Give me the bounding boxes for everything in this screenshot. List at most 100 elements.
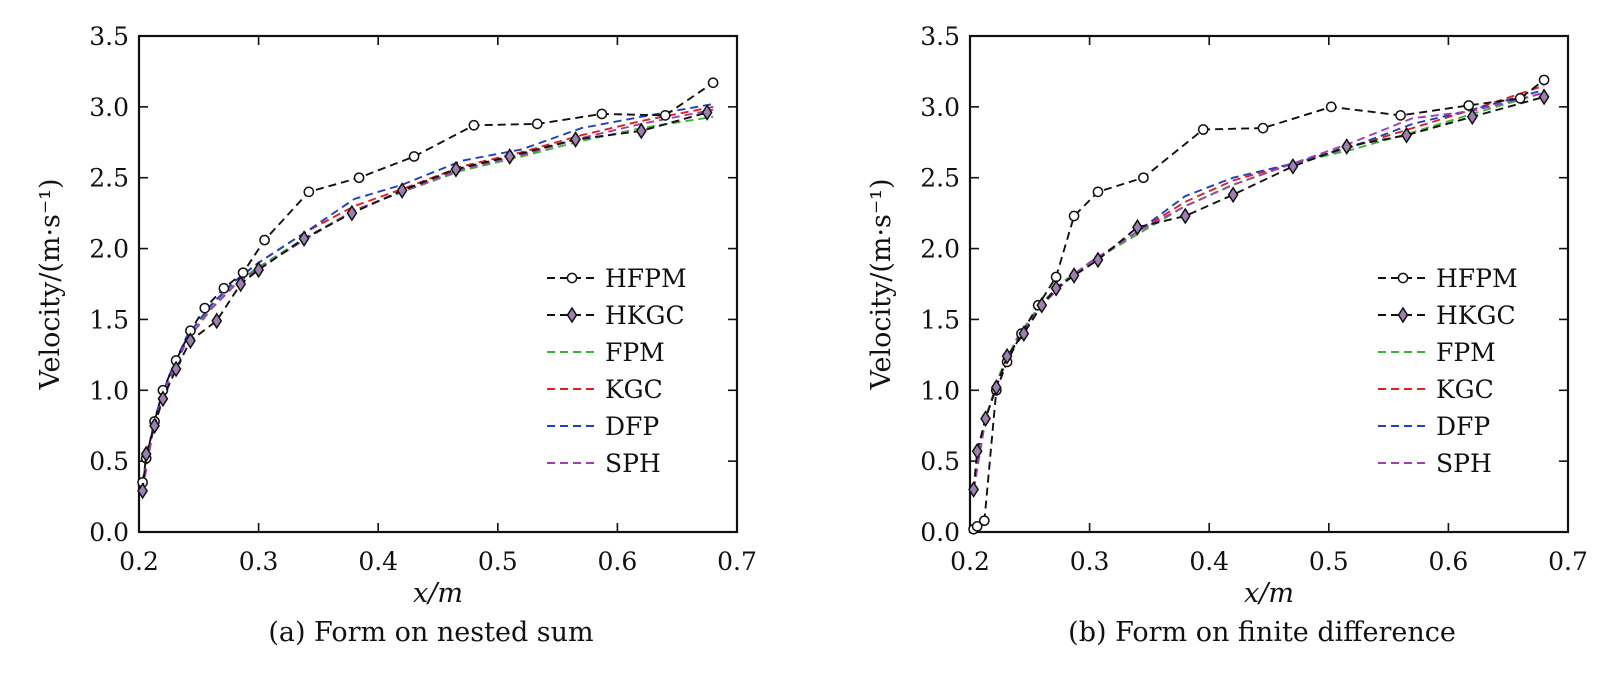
legend-label: FPM <box>1436 338 1496 367</box>
legend-entry-fpm: FPM <box>547 338 665 367</box>
legend-entry-hfpm: HFPM <box>547 264 687 293</box>
data-point-hkgc <box>170 360 182 378</box>
legend-entry-kgc: KGC <box>547 375 663 404</box>
y-tick-label: 3.0 <box>89 93 129 122</box>
data-point-hkgc <box>396 182 408 199</box>
data-point-hkgc <box>1227 186 1239 204</box>
plot-frame <box>137 34 739 534</box>
data-point-hkgc <box>1050 279 1062 297</box>
data-point-hfpm <box>199 302 211 314</box>
legend-label: KGC <box>605 375 663 404</box>
data-point-hkgc <box>1092 251 1104 269</box>
data-point-hkgc <box>1466 108 1478 126</box>
legend-label: DFP <box>605 412 659 441</box>
x-tick-label: 0.2 <box>950 547 990 576</box>
data-point-hkgc <box>140 445 152 463</box>
data-point-hkgc <box>1132 218 1143 236</box>
series-line-hfpm <box>973 79 1545 530</box>
x-tick-label: 0.5 <box>1309 547 1349 576</box>
data-point-hfpm <box>596 108 608 120</box>
series-hkgc <box>968 88 1550 498</box>
x-tick-label: 0.5 <box>478 547 518 576</box>
chart-panel-a: 0.2 0.3 0.4 0.5 0.6 0.7 0.0 0.5 1.0 1.5 2.0 2.5 3.0 3… <box>35 22 757 648</box>
y-tick-label: 2.5 <box>920 164 960 193</box>
y-tick-label: 2.0 <box>920 235 960 264</box>
y-tick-label: 2.0 <box>89 235 129 264</box>
data-point-hfpm <box>707 77 719 89</box>
data-point-hkgc <box>971 442 983 460</box>
legend-label: HKGC <box>605 301 685 330</box>
x-axis-title: x/m <box>1244 578 1294 609</box>
y-tick-label: 3.5 <box>89 22 129 51</box>
data-point-hkgc <box>1401 126 1412 144</box>
y-axis-title: Velocity/(m·s⁻¹) <box>866 178 897 390</box>
data-point-hfpm <box>468 119 480 131</box>
data-point-hkgc <box>298 230 310 248</box>
x-tick-label: 0.6 <box>598 547 638 576</box>
data-point-hfpm <box>979 515 990 527</box>
x-tick-label: 0.6 <box>1429 547 1469 576</box>
x-tick-label: 0.2 <box>119 547 159 576</box>
legend-marker-circle <box>1397 272 1409 284</box>
data-point-hkgc <box>1036 296 1048 314</box>
data-point-hkgc <box>450 160 462 178</box>
y-tick-label: 1.5 <box>920 305 960 334</box>
data-point-hkgc <box>211 312 223 330</box>
y-axis-title: Velocity/(m·s⁻¹) <box>35 178 66 390</box>
data-point-hfpm <box>1138 172 1149 184</box>
data-point-hkgc <box>1001 347 1013 365</box>
data-point-hkgc <box>1287 157 1299 175</box>
legend: HFPM HKGC FPM KGC DFP SPH <box>547 264 687 478</box>
data-point-hkgc <box>990 379 1002 396</box>
x-axis: 0.2 0.3 0.4 0.5 0.6 0.7 <box>950 36 1588 576</box>
data-point-hfpm <box>659 110 671 121</box>
x-tick-label: 0.7 <box>717 547 757 576</box>
data-point-hfpm <box>1514 93 1526 104</box>
series-hkgc <box>137 104 713 500</box>
y-tick-label: 0.0 <box>89 518 129 547</box>
y-tick-label: 3.5 <box>920 22 960 51</box>
legend-label: KGC <box>1436 375 1494 404</box>
legend-entry-dfp: DFP <box>1378 412 1490 441</box>
series-line-hkgc <box>141 111 708 491</box>
data-point-hfpm <box>1463 100 1475 111</box>
x-tick-label: 0.3 <box>239 547 279 576</box>
y-tick-label: 0.5 <box>920 447 960 476</box>
x-axis-title: x/m <box>413 578 463 609</box>
data-point-hkgc <box>346 204 358 222</box>
data-point-hkgc <box>157 390 169 408</box>
data-point-hfpm <box>1395 110 1406 121</box>
legend-entry-kgc: KGC <box>1378 375 1494 404</box>
legend-label: FPM <box>605 338 665 367</box>
data-point-hkgc <box>1341 138 1353 155</box>
data-point-hfpm <box>259 234 270 246</box>
data-point-hfpm <box>1325 101 1337 113</box>
data-point-hkgc <box>701 104 713 121</box>
data-point-hfpm <box>218 282 230 294</box>
data-point-hkgc <box>253 261 264 279</box>
data-point-hkgc <box>235 275 247 293</box>
data-point-hkgc <box>504 148 516 165</box>
data-point-hkgc <box>635 122 647 140</box>
y-tick-label: 3.0 <box>920 93 960 122</box>
data-point-hfpm <box>303 186 315 198</box>
data-point-hkgc <box>570 131 581 148</box>
legend-entry-fpm: FPM <box>1378 338 1496 367</box>
y-tick-label: 1.0 <box>920 376 960 405</box>
legend-label: HFPM <box>1436 264 1518 293</box>
chart-caption: (a) Form on nested sum <box>268 617 593 648</box>
legend-entry-sph: SPH <box>1378 449 1492 478</box>
data-point-hkgc <box>1538 88 1550 106</box>
legend-label: SPH <box>1436 449 1492 478</box>
y-tick-label: 2.5 <box>89 164 129 193</box>
legend-entry-hkgc: HKGC <box>547 301 685 330</box>
plot-frame <box>968 34 1570 534</box>
data-point-hkgc <box>980 410 991 428</box>
y-tick-label: 1.0 <box>89 376 129 405</box>
x-tick-label: 0.4 <box>1189 547 1229 576</box>
data-point-hfpm <box>1538 74 1550 86</box>
data-point-hfpm <box>971 520 983 532</box>
data-point-hfpm <box>531 118 543 130</box>
x-axis: 0.2 0.3 0.4 0.5 0.6 0.7 <box>119 36 757 576</box>
